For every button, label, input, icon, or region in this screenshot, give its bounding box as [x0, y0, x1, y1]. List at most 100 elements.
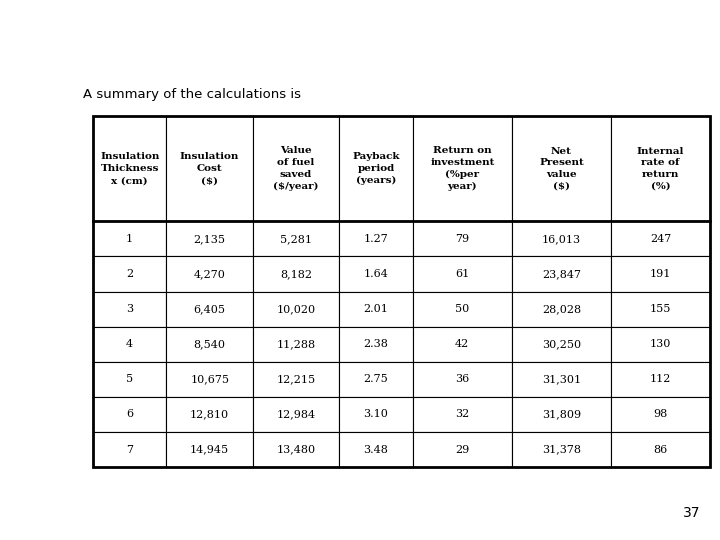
Bar [611, 256, 710, 292]
Text: 4,270: 4,270 [194, 269, 225, 279]
Text: 31,809: 31,809 [542, 409, 581, 420]
Text: 2.75: 2.75 [364, 374, 388, 384]
Bar [339, 432, 413, 467]
Text: 130: 130 [650, 339, 671, 349]
Text: 2.38: 2.38 [364, 339, 388, 349]
Text: 191: 191 [650, 269, 671, 279]
Text: 31,378: 31,378 [542, 444, 581, 455]
Bar [611, 221, 710, 256]
Text: 8,182: 8,182 [280, 269, 312, 279]
Bar [253, 116, 339, 221]
Bar [512, 362, 611, 397]
Text: 7: 7 [126, 444, 133, 455]
Bar [93, 397, 166, 432]
Text: 12,984: 12,984 [276, 409, 315, 420]
Bar [339, 397, 413, 432]
Bar [413, 116, 512, 221]
Text: 8,540: 8,540 [194, 339, 225, 349]
Bar [93, 221, 166, 256]
Text: Insulation
Cost
($): Insulation Cost ($) [180, 152, 239, 185]
Text: 5: 5 [126, 374, 133, 384]
Text: 6: 6 [126, 409, 133, 420]
Bar [339, 116, 413, 221]
Text: 1.64: 1.64 [364, 269, 388, 279]
Text: 32: 32 [455, 409, 469, 420]
Bar [253, 397, 339, 432]
Text: 10,020: 10,020 [276, 304, 315, 314]
Bar [339, 256, 413, 292]
Text: 2.01: 2.01 [364, 304, 388, 314]
Text: 2,135: 2,135 [194, 234, 225, 244]
Text: 4: 4 [126, 339, 133, 349]
Text: 1: 1 [126, 234, 133, 244]
Bar [339, 362, 413, 397]
Text: 16,013: 16,013 [542, 234, 581, 244]
Bar [166, 292, 253, 327]
Text: 79: 79 [455, 234, 469, 244]
Bar [339, 221, 413, 256]
Text: Internal
rate of
return
(%): Internal rate of return (%) [637, 146, 684, 191]
Bar [512, 397, 611, 432]
Text: 3.10: 3.10 [364, 409, 388, 420]
Bar [93, 292, 166, 327]
Text: 23,847: 23,847 [542, 269, 581, 279]
Text: Return on
investment
(%per
year): Return on investment (%per year) [430, 146, 495, 191]
Bar [611, 432, 710, 467]
Bar [611, 292, 710, 327]
Bar [512, 432, 611, 467]
Text: 50: 50 [455, 304, 469, 314]
Text: 2: 2 [126, 269, 133, 279]
Text: Payback
period
(years): Payback period (years) [352, 152, 400, 185]
Bar [512, 256, 611, 292]
Bar [512, 327, 611, 362]
Bar [413, 221, 512, 256]
Text: 98: 98 [654, 409, 667, 420]
Bar [611, 327, 710, 362]
Bar [93, 116, 166, 221]
Text: 12,215: 12,215 [276, 374, 315, 384]
Bar [253, 362, 339, 397]
Bar [611, 362, 710, 397]
Text: Value
of fuel
saved
($/year): Value of fuel saved ($/year) [274, 146, 319, 191]
Text: 5,281: 5,281 [280, 234, 312, 244]
Text: 155: 155 [650, 304, 671, 314]
Bar [413, 292, 512, 327]
Text: 12,810: 12,810 [190, 409, 229, 420]
Bar [93, 256, 166, 292]
Text: 31,301: 31,301 [542, 374, 581, 384]
Bar [339, 292, 413, 327]
Text: 247: 247 [650, 234, 671, 244]
Bar [512, 221, 611, 256]
Text: Insulation
Thickness
x (cm): Insulation Thickness x (cm) [100, 152, 159, 185]
Bar [93, 362, 166, 397]
Text: Net
Present
value
($): Net Present value ($) [539, 146, 584, 191]
Bar [253, 221, 339, 256]
Text: 112: 112 [650, 374, 671, 384]
Bar [413, 362, 512, 397]
Text: 3: 3 [126, 304, 133, 314]
Text: 30,250: 30,250 [542, 339, 581, 349]
Text: 3.48: 3.48 [364, 444, 388, 455]
Bar [339, 327, 413, 362]
Text: 1.27: 1.27 [364, 234, 388, 244]
Bar [253, 292, 339, 327]
Bar [166, 362, 253, 397]
Bar [253, 432, 339, 467]
Bar [512, 292, 611, 327]
Text: 6,405: 6,405 [194, 304, 225, 314]
Text: 42: 42 [455, 339, 469, 349]
Text: 10,675: 10,675 [190, 374, 229, 384]
Text: 61: 61 [455, 269, 469, 279]
Bar [512, 116, 611, 221]
Text: 13,480: 13,480 [276, 444, 315, 455]
Bar [166, 221, 253, 256]
Text: 11,288: 11,288 [276, 339, 315, 349]
Text: 37: 37 [683, 506, 701, 520]
Text: 29: 29 [455, 444, 469, 455]
Bar [413, 397, 512, 432]
Text: 28,028: 28,028 [542, 304, 581, 314]
Text: 14,945: 14,945 [190, 444, 229, 455]
Bar [166, 256, 253, 292]
Bar [413, 256, 512, 292]
Bar [93, 327, 166, 362]
